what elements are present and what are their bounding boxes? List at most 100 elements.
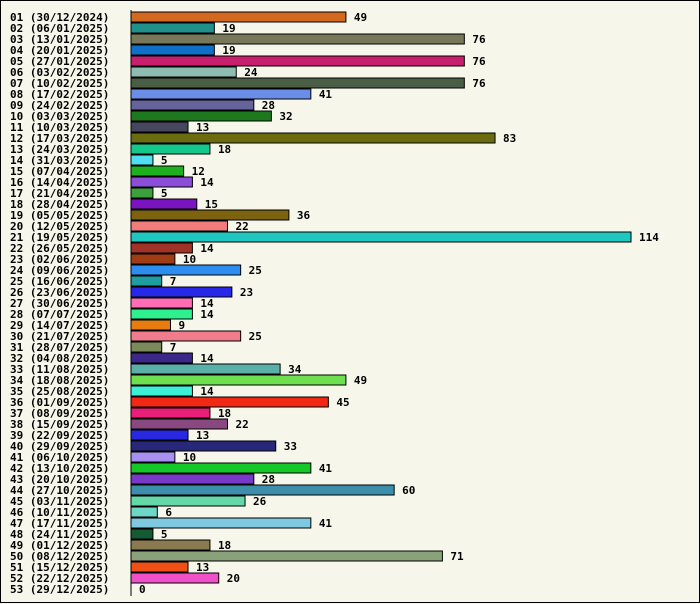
value-label: 15: [205, 198, 218, 211]
bar-14: [130, 154, 154, 166]
bar-42: [130, 462, 312, 474]
value-labels-group: 4919761976247641283213831851214515362211…: [139, 11, 659, 596]
category-label: 27 (30/06/2025): [10, 297, 109, 310]
category-label: 05 (27/01/2025): [10, 55, 109, 68]
category-label: 16 (14/04/2025): [10, 176, 109, 189]
category-label: 31 (28/07/2025): [10, 341, 109, 354]
value-label: 5: [161, 528, 168, 541]
bar-25: [130, 275, 163, 287]
bar-46: [130, 506, 158, 518]
category-label: 15 (07/04/2025): [10, 165, 109, 178]
value-label: 25: [249, 330, 262, 343]
value-label: 13: [196, 429, 209, 442]
value-label: 114: [639, 231, 659, 244]
category-label: 24 (09/06/2025): [10, 264, 109, 277]
bar-18: [130, 198, 198, 210]
bar-15: [130, 165, 185, 177]
value-label: 41: [319, 517, 333, 530]
bar-19: [130, 209, 290, 221]
bar-06: [130, 66, 237, 78]
bar-02: [130, 22, 215, 34]
bar-23: [130, 253, 176, 265]
bar-16: [130, 176, 193, 188]
category-label: 26 (23/06/2025): [10, 286, 109, 299]
value-label: 76: [472, 77, 486, 90]
category-label: 03 (13/01/2025): [10, 33, 109, 46]
category-label: 02 (06/01/2025): [10, 22, 109, 35]
value-label: 24: [244, 66, 258, 79]
bar-01: [130, 11, 347, 23]
value-label: 49: [354, 374, 367, 387]
bar-38: [130, 418, 228, 430]
value-label: 26: [253, 495, 267, 508]
category-label: 13 (24/03/2025): [10, 143, 109, 156]
category-label: 35 (25/08/2025): [10, 385, 109, 398]
value-label: 14: [200, 385, 214, 398]
bar-28: [130, 308, 193, 320]
bar-26: [130, 286, 233, 298]
category-label: 06 (03/02/2025): [10, 66, 109, 79]
value-label: 34: [288, 363, 302, 376]
value-label: 22: [235, 220, 248, 233]
value-label: 13: [196, 121, 209, 134]
value-label: 76: [472, 33, 486, 46]
bar-11: [130, 121, 189, 133]
bar-29: [130, 319, 171, 331]
value-label: 49: [354, 11, 367, 24]
value-label: 14: [200, 297, 214, 310]
category-label: 38 (15/09/2025): [10, 418, 109, 431]
category-label: 48 (24/11/2025): [10, 528, 109, 541]
category-label: 28 (07/07/2025): [10, 308, 109, 321]
value-label: 45: [336, 396, 349, 409]
bar-22: [130, 242, 193, 254]
bar-39: [130, 429, 189, 441]
bar-17: [130, 187, 154, 199]
category-label: 51 (15/12/2025): [10, 561, 109, 574]
bar-13: [130, 143, 211, 155]
category-label: 39 (22/09/2025): [10, 429, 109, 442]
category-label: 12 (17/03/2025): [10, 132, 109, 145]
value-label: 28: [262, 473, 275, 486]
value-label: 41: [319, 88, 333, 101]
value-label: 71: [450, 550, 464, 563]
value-label: 14: [200, 352, 214, 365]
bar-30: [130, 330, 242, 342]
bar-36: [130, 396, 329, 408]
bar-31: [130, 341, 163, 353]
category-label: 09 (24/02/2025): [10, 99, 109, 112]
category-label: 23 (02/06/2025): [10, 253, 109, 266]
value-label: 60: [402, 484, 415, 497]
value-label: 7: [170, 275, 177, 288]
category-label: 21 (19/05/2025): [10, 231, 109, 244]
category-label: 11 (10/03/2025): [10, 121, 109, 134]
category-label: 50 (08/12/2025): [10, 550, 109, 563]
category-label: 01 (30/12/2024): [10, 11, 109, 24]
value-label: 14: [200, 176, 214, 189]
value-label: 14: [200, 242, 214, 255]
value-label: 5: [161, 154, 168, 167]
bar-07: [130, 77, 465, 89]
category-label: 30 (21/07/2025): [10, 330, 109, 343]
bar-43: [130, 473, 255, 485]
bar-34: [130, 374, 347, 386]
bar-08: [130, 88, 312, 100]
value-label: 12: [192, 165, 205, 178]
bar-20: [130, 220, 228, 232]
value-label: 6: [165, 506, 172, 519]
category-label: 07 (10/02/2025): [10, 77, 109, 90]
category-label: 53 (29/12/2025): [10, 583, 109, 596]
value-label: 19: [222, 22, 235, 35]
value-label: 20: [227, 572, 240, 585]
bar-45: [130, 495, 246, 507]
bar-40: [130, 440, 277, 452]
category-label: 40 (29/09/2025): [10, 440, 109, 453]
value-label: 25: [249, 264, 262, 277]
bar-32: [130, 352, 193, 364]
category-label: 52 (22/12/2025): [10, 572, 109, 585]
value-label: 22: [235, 418, 248, 431]
bar-50: [130, 550, 443, 562]
category-label: 19 (05/05/2025): [10, 209, 109, 222]
value-label: 18: [218, 143, 231, 156]
bar-33: [130, 363, 281, 375]
